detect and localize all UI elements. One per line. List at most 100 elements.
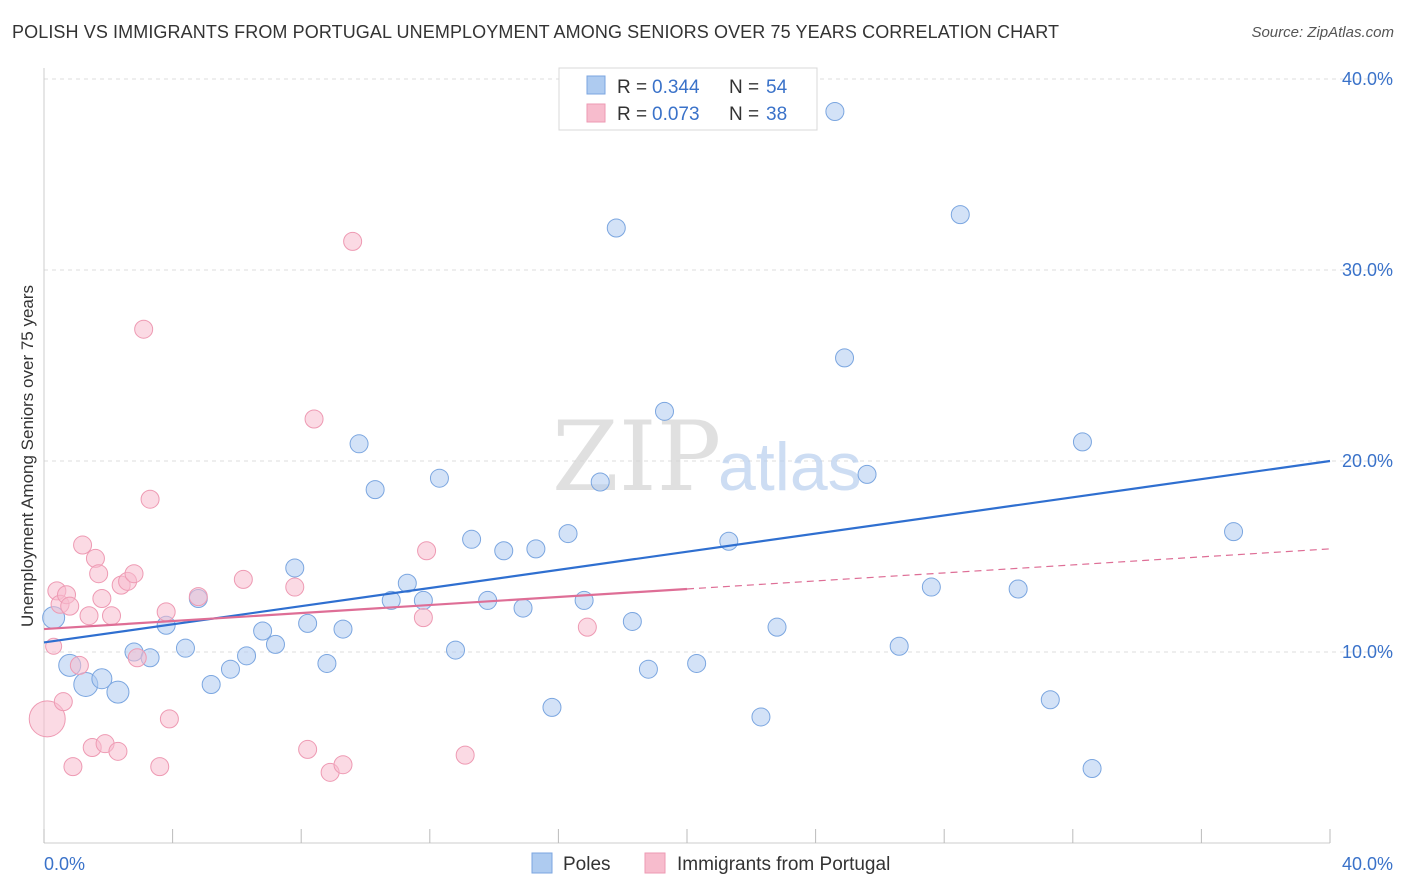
- point-portugal: [343, 231, 363, 251]
- gridlines: [44, 78, 1392, 653]
- point-poles: [767, 617, 787, 637]
- legend-r-value-portugal: 0.073: [652, 104, 700, 125]
- trend-line-portugal: [43, 587, 688, 631]
- point-poles: [751, 707, 771, 727]
- point-poles: [106, 680, 130, 704]
- trend-line-portugal-extension: [686, 548, 1331, 590]
- point-poles: [446, 640, 466, 660]
- watermark-zip: ZIP: [552, 401, 721, 513]
- y-tick-label: 20.0%: [1342, 451, 1393, 471]
- point-poles: [1072, 432, 1092, 452]
- point-poles: [889, 636, 909, 656]
- point-poles: [317, 653, 337, 673]
- point-portugal: [417, 541, 437, 561]
- point-portugal: [124, 564, 144, 584]
- point-portugal: [69, 655, 89, 675]
- point-poles: [835, 348, 855, 368]
- point-portugal: [102, 606, 122, 626]
- bottom-legend-swatch-portugal: [644, 852, 666, 874]
- point-poles: [253, 621, 273, 641]
- point-portugal: [304, 409, 324, 429]
- point-portugal: [140, 489, 160, 509]
- point-poles: [1008, 579, 1028, 599]
- point-portugal: [53, 692, 73, 712]
- point-portugal: [79, 606, 99, 626]
- legend-n-label: N =: [729, 77, 759, 98]
- point-portugal: [156, 602, 176, 622]
- point-portugal: [233, 569, 253, 589]
- correlation-legend: R = 0.344 N = 54 R = 0.073 N = 38: [558, 67, 818, 131]
- legend-r-label: R =: [617, 77, 647, 98]
- point-poles: [91, 668, 113, 690]
- point-portugal: [455, 745, 475, 765]
- bottom-legend-label-portugal: Immigrants from Portugal: [677, 854, 890, 875]
- point-portugal: [188, 587, 208, 607]
- point-poles: [1224, 522, 1244, 542]
- y-tick-label: 10.0%: [1342, 642, 1393, 662]
- y-axis-title: Unemployment Among Seniors over 75 years: [18, 285, 37, 627]
- y-tick-label: 40.0%: [1342, 69, 1393, 89]
- tick-labels: 10.0% 20.0% 30.0% 40.0% 0.0% 40.0%: [44, 69, 1393, 874]
- x-tick-label: 40.0%: [1342, 854, 1393, 874]
- point-poles: [687, 653, 707, 673]
- point-poles: [333, 619, 353, 639]
- point-poles: [526, 539, 546, 559]
- series-legend: Poles Immigrants from Portugal: [531, 852, 890, 875]
- point-poles: [298, 613, 318, 633]
- point-portugal: [89, 564, 109, 584]
- point-portugal: [159, 709, 179, 729]
- point-portugal: [298, 739, 318, 759]
- chart-title: POLISH VS IMMIGRANTS FROM PORTUGAL UNEMP…: [12, 22, 1060, 42]
- point-poles: [429, 468, 449, 488]
- point-portugal: [150, 757, 170, 777]
- point-poles: [285, 558, 305, 578]
- data-points: [28, 101, 1244, 782]
- point-poles: [950, 205, 970, 225]
- watermark-atlas: atlas: [718, 429, 862, 505]
- point-poles: [857, 464, 877, 484]
- point-poles: [921, 577, 941, 597]
- point-poles: [349, 434, 369, 454]
- point-portugal: [333, 755, 353, 775]
- point-portugal: [285, 577, 305, 597]
- bottom-legend-label-poles: Poles: [563, 854, 611, 875]
- point-poles: [237, 646, 257, 666]
- point-portugal: [73, 535, 93, 555]
- point-poles: [638, 659, 658, 679]
- point-poles: [175, 638, 195, 658]
- point-portugal: [127, 648, 147, 668]
- point-portugal: [108, 741, 128, 761]
- point-portugal: [28, 700, 66, 738]
- point-poles: [494, 541, 514, 561]
- point-poles: [462, 529, 482, 549]
- point-poles: [1040, 690, 1060, 710]
- point-poles: [558, 524, 578, 544]
- point-portugal: [577, 617, 597, 637]
- legend-swatch-poles: [586, 75, 606, 95]
- y-tick-label: 30.0%: [1342, 260, 1393, 280]
- point-poles: [201, 674, 221, 694]
- point-portugal: [413, 608, 433, 628]
- legend-r-label-2: R =: [617, 104, 647, 125]
- point-poles: [365, 480, 385, 500]
- trend-lines: [43, 459, 1331, 644]
- point-portugal: [63, 757, 83, 777]
- legend-n-label-2: N =: [729, 104, 759, 125]
- point-poles: [542, 697, 562, 717]
- point-portugal: [92, 589, 112, 609]
- point-poles: [381, 590, 401, 610]
- point-poles: [1082, 759, 1102, 779]
- point-poles: [590, 472, 610, 492]
- trend-line-poles: [43, 459, 1331, 644]
- point-portugal: [134, 319, 154, 339]
- point-poles: [825, 101, 845, 121]
- point-poles: [265, 634, 285, 654]
- legend-r-value-poles: 0.344: [652, 77, 700, 98]
- point-poles: [622, 611, 642, 631]
- chart-source: Source: ZipAtlas.com: [1251, 24, 1394, 41]
- bottom-legend-swatch-poles: [531, 852, 553, 874]
- point-portugal: [60, 596, 80, 616]
- legend-swatch-portugal: [586, 103, 606, 123]
- point-poles: [220, 659, 240, 679]
